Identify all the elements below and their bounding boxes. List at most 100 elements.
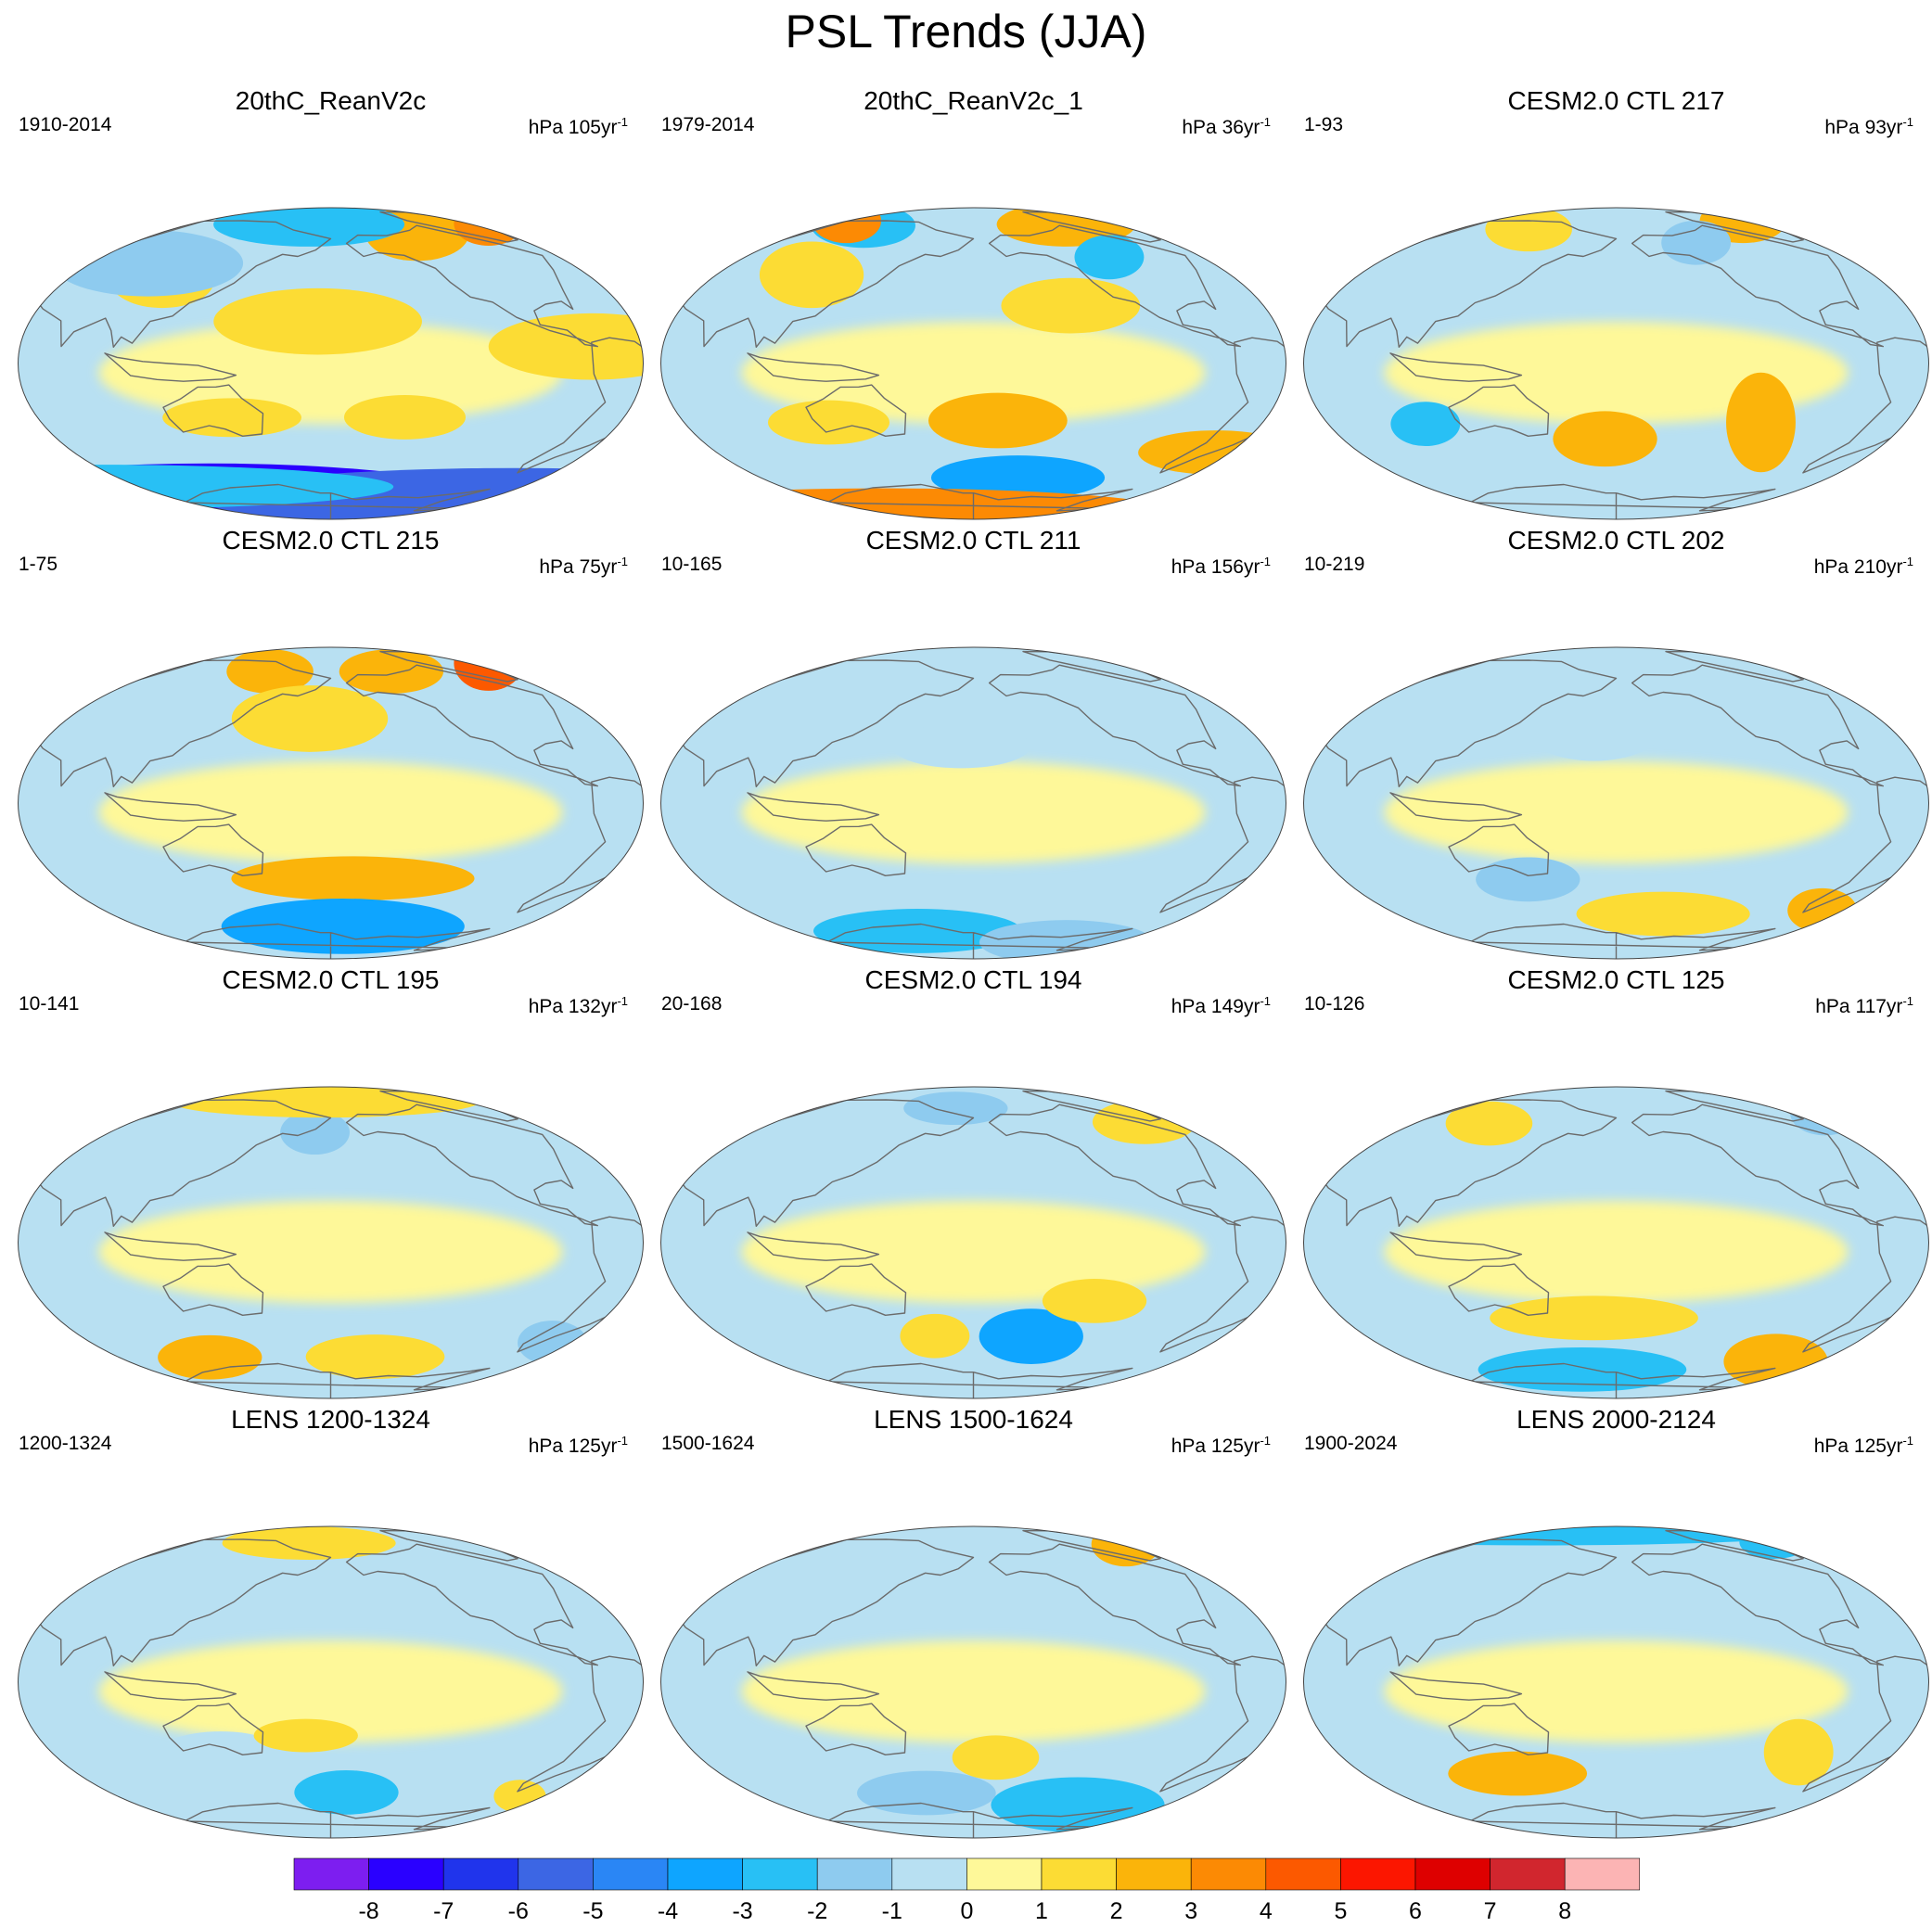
australia-coastline — [162, 384, 264, 437]
panel-units: hPa 132yr-1 — [529, 989, 628, 1020]
trend-region — [493, 1780, 546, 1814]
units-value: 125yr — [568, 1436, 618, 1457]
trend-region — [98, 761, 563, 863]
australia-coastline — [162, 1703, 264, 1755]
greenland-coastline — [1022, 650, 1161, 683]
asia-coastline — [1316, 1538, 1618, 1666]
greenland-coastline — [1665, 650, 1804, 683]
asia-coastline — [1316, 1099, 1618, 1227]
units-exponent: -1 — [1260, 555, 1271, 568]
panel-title: CESM2.0 CTL 125 — [1507, 965, 1725, 994]
panel-units: hPa 93yr-1 — [1824, 109, 1913, 141]
map-svg — [18, 646, 644, 960]
colorbar-tick-label: 8 — [1558, 1898, 1572, 1924]
colorbar-box — [966, 1857, 1043, 1891]
map-border — [1303, 646, 1929, 960]
units-value: 125yr — [1210, 1436, 1260, 1457]
panel-period: 1979-2014 — [661, 114, 755, 135]
colorbar-tick-label: -3 — [732, 1898, 753, 1924]
greenland-coastline — [1022, 1529, 1161, 1562]
units-exponent: -1 — [1902, 994, 1913, 1008]
australia-coastline — [162, 823, 264, 876]
map-border — [18, 207, 644, 520]
panel-period: 1910-2014 — [19, 114, 112, 135]
north-america-coastline — [1631, 664, 1884, 787]
panel-title: CESM2.0 CTL 194 — [864, 965, 1082, 994]
map-border — [660, 1525, 1286, 1839]
trend-region — [930, 455, 1106, 500]
panel-period: 1-93 — [1304, 114, 1344, 135]
map-border — [1303, 1525, 1929, 1839]
colorbar-tick-label: 0 — [960, 1898, 974, 1924]
greenland-coastline — [1665, 1090, 1804, 1122]
map-panel: CESM2.0 CTL 195 10-141 hPa 132yr-1 — [9, 964, 652, 1400]
units-exponent: -1 — [1260, 115, 1271, 129]
panel-period: 10-141 — [19, 993, 80, 1015]
panel-title: CESM2.0 CTL 217 — [1507, 86, 1725, 115]
units-prefix: hPa — [1813, 1436, 1854, 1457]
map-svg — [660, 646, 1286, 960]
trend-region — [52, 229, 244, 297]
map-svg — [1303, 646, 1929, 960]
units-prefix: hPa — [1171, 556, 1211, 578]
panel-units: hPa 36yr-1 — [1182, 109, 1271, 141]
units-exponent: -1 — [1902, 1434, 1913, 1448]
trend-region — [1074, 235, 1145, 280]
asia-coastline — [1316, 220, 1618, 348]
panel-period: 20-168 — [661, 993, 723, 1015]
asia-coastline — [31, 1099, 332, 1227]
map-border — [18, 1086, 644, 1399]
panel-units: hPa 125yr-1 — [1814, 1428, 1913, 1460]
greenland-coastline — [1665, 211, 1804, 243]
colorbar-box — [368, 1857, 444, 1891]
panel-title: LENS 2000-2124 — [1516, 1405, 1716, 1434]
indonesia-coastline — [747, 792, 880, 822]
units-value: 149yr — [1210, 996, 1260, 1017]
trend-region — [741, 761, 1206, 863]
colorbar-box — [593, 1857, 669, 1891]
south-america-coastline — [1159, 1216, 1286, 1353]
north-america-coastline — [345, 224, 598, 348]
colorbar-box — [518, 1857, 594, 1891]
trend-region — [1384, 1201, 1849, 1303]
colorbar-tick-label: -7 — [433, 1898, 454, 1924]
indonesia-coastline — [104, 352, 237, 382]
south-america-coastline — [1802, 337, 1929, 474]
asia-coastline — [31, 659, 332, 787]
colorbar-box — [816, 1857, 893, 1891]
australia-coastline — [805, 384, 907, 437]
panel-units: hPa 125yr-1 — [1171, 1428, 1271, 1460]
panel-period: 1900-2024 — [1304, 1433, 1398, 1454]
trend-region — [1790, 1091, 1861, 1136]
map-svg — [18, 1086, 644, 1399]
colorbar-box — [1490, 1857, 1566, 1891]
units-exponent: -1 — [1260, 1434, 1271, 1448]
colorbar-tick-label: 2 — [1109, 1898, 1123, 1924]
trend-region — [1390, 402, 1461, 447]
colorbar-tick-label: -2 — [807, 1898, 828, 1924]
asia-coastline — [31, 220, 332, 348]
units-prefix: hPa — [528, 996, 569, 1017]
trend-region — [1445, 1101, 1533, 1146]
units-value: 36yr — [1222, 117, 1260, 138]
units-exponent: -1 — [617, 555, 628, 568]
trend-region — [253, 1718, 358, 1753]
panel-title: LENS 1200-1324 — [231, 1405, 430, 1434]
units-exponent: -1 — [1260, 994, 1271, 1008]
trend-region — [889, 670, 994, 715]
panel-units: hPa 117yr-1 — [1815, 989, 1913, 1020]
colorbar-box — [1190, 1857, 1267, 1891]
australia-coastline — [805, 1703, 907, 1755]
trend-region — [891, 723, 1031, 769]
trend-region — [928, 392, 1068, 449]
panel-period: 1500-1624 — [661, 1433, 755, 1454]
greenland-coastline — [379, 211, 518, 243]
trend-region — [856, 1770, 996, 1816]
units-value: 125yr — [1853, 1436, 1903, 1457]
panel-units: hPa 156yr-1 — [1171, 549, 1271, 581]
units-prefix: hPa — [528, 117, 569, 138]
south-america-coastline — [1802, 776, 1929, 913]
trend-region — [1739, 1526, 1810, 1559]
colorbar-box — [293, 1857, 369, 1891]
trend-region — [952, 1735, 1040, 1780]
